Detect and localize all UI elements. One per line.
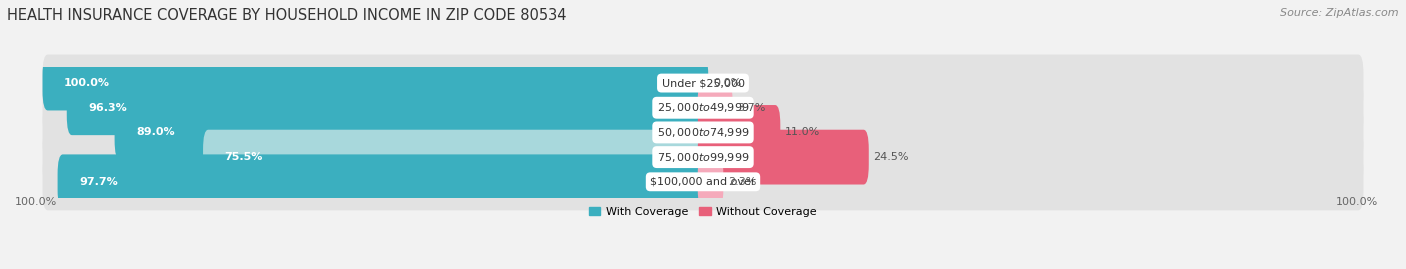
FancyBboxPatch shape	[42, 56, 709, 111]
FancyBboxPatch shape	[66, 80, 709, 135]
FancyBboxPatch shape	[697, 130, 869, 185]
FancyBboxPatch shape	[697, 105, 780, 160]
Text: Under $25,000: Under $25,000	[661, 78, 745, 88]
FancyBboxPatch shape	[697, 154, 723, 209]
FancyBboxPatch shape	[42, 55, 1364, 112]
Text: HEALTH INSURANCE COVERAGE BY HOUSEHOLD INCOME IN ZIP CODE 80534: HEALTH INSURANCE COVERAGE BY HOUSEHOLD I…	[7, 8, 567, 23]
Text: $50,000 to $74,999: $50,000 to $74,999	[657, 126, 749, 139]
Text: $75,000 to $99,999: $75,000 to $99,999	[657, 151, 749, 164]
FancyBboxPatch shape	[42, 129, 1364, 186]
Text: 2.3%: 2.3%	[728, 177, 756, 187]
FancyBboxPatch shape	[202, 130, 709, 185]
Text: Source: ZipAtlas.com: Source: ZipAtlas.com	[1281, 8, 1399, 18]
Text: 100.0%: 100.0%	[65, 78, 110, 88]
Text: 97.7%: 97.7%	[79, 177, 118, 187]
Text: 96.3%: 96.3%	[89, 103, 127, 113]
FancyBboxPatch shape	[115, 105, 709, 160]
Text: $25,000 to $49,999: $25,000 to $49,999	[657, 101, 749, 114]
Text: 24.5%: 24.5%	[873, 152, 908, 162]
Text: 11.0%: 11.0%	[785, 128, 820, 137]
Text: 89.0%: 89.0%	[136, 128, 174, 137]
Legend: With Coverage, Without Coverage: With Coverage, Without Coverage	[585, 202, 821, 221]
FancyBboxPatch shape	[42, 104, 1364, 161]
Text: 0.0%: 0.0%	[713, 78, 741, 88]
Text: 3.7%: 3.7%	[737, 103, 765, 113]
FancyBboxPatch shape	[42, 153, 1364, 210]
Text: 75.5%: 75.5%	[225, 152, 263, 162]
FancyBboxPatch shape	[697, 80, 733, 135]
FancyBboxPatch shape	[42, 79, 1364, 136]
Text: 100.0%: 100.0%	[1336, 197, 1378, 207]
Text: 100.0%: 100.0%	[15, 197, 58, 207]
Text: $100,000 and over: $100,000 and over	[650, 177, 756, 187]
FancyBboxPatch shape	[58, 154, 709, 209]
